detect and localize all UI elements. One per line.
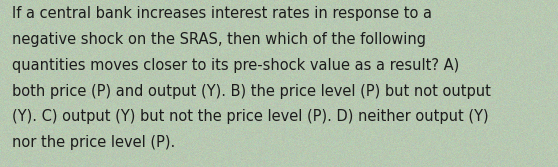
Text: negative shock on the SRAS, then which of the following: negative shock on the SRAS, then which o… <box>12 32 426 47</box>
Text: (Y). C) output (Y) but not the price level (P). D) neither output (Y): (Y). C) output (Y) but not the price lev… <box>12 109 489 124</box>
Text: nor the price level (P).: nor the price level (P). <box>12 135 176 150</box>
Text: both price (P) and output (Y). B) the price level (P) but not output: both price (P) and output (Y). B) the pr… <box>12 84 491 99</box>
Text: If a central bank increases interest rates in response to a: If a central bank increases interest rat… <box>12 6 432 21</box>
Text: quantities moves closer to its pre-shock value as a result? A): quantities moves closer to its pre-shock… <box>12 58 460 73</box>
